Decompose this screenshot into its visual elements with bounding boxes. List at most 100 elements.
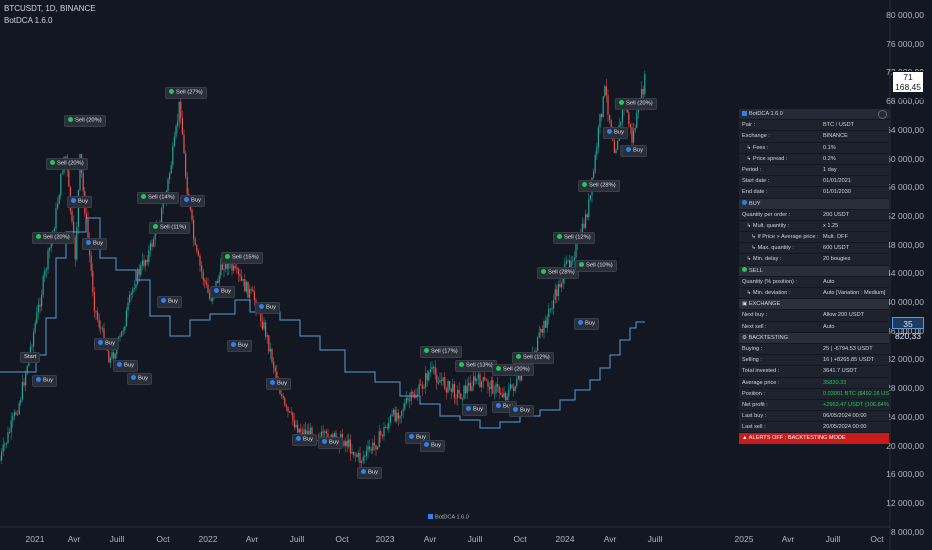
candle-body: [466, 385, 468, 394]
candle-body: [0, 459, 1, 461]
sell-marker: Sell (28%): [537, 267, 579, 279]
candle-body: [181, 118, 183, 135]
candle-body: [297, 424, 299, 433]
warning-icon: ▲: [742, 435, 749, 442]
time-axis-label: Juill: [467, 534, 483, 544]
candle-body: [39, 304, 41, 307]
blue-dot-icon: [161, 298, 166, 303]
candle-body: [92, 270, 94, 293]
green-dot-icon: [496, 366, 501, 371]
candle-body: [13, 412, 15, 417]
candle-body: [375, 445, 377, 450]
buy-marker: Buy: [266, 378, 291, 390]
indicator-title[interactable]: BotDCA 1.6.0: [4, 16, 53, 25]
candle-body: [506, 396, 508, 401]
marker-label: Sell (20%): [43, 234, 70, 241]
close-icon[interactable]: [878, 110, 887, 119]
alert-text: ▲ ALERTS OFF : BACKTESTING MODE: [742, 435, 846, 442]
candle-body: [82, 173, 84, 192]
buy-marker: Buy: [292, 434, 317, 446]
candle-body: [116, 345, 118, 355]
candle-body: [170, 165, 172, 174]
blue-dot-icon: [259, 304, 264, 309]
panel-row-key: Last buy :: [742, 413, 767, 420]
blue-icon: [742, 200, 747, 205]
candle-body: [249, 288, 251, 298]
candle-body: [602, 96, 604, 117]
panel-row: ↳ Fees : 0.1%: [739, 142, 889, 154]
candle-body: [301, 432, 303, 435]
candle-body: [373, 442, 375, 446]
candle-body: [449, 380, 451, 389]
candle-body: [239, 274, 241, 277]
panel-row: Position : 0.03001 BTC ($492.16 USDT): [739, 388, 889, 400]
candle-body: [133, 287, 135, 289]
buy-marker: Buy: [509, 405, 534, 417]
marker-label: Sell (28%): [548, 269, 575, 276]
candle-body: [575, 243, 577, 258]
candle-body: [609, 114, 611, 121]
candle-body: [489, 386, 491, 390]
candle-body: [543, 320, 545, 333]
candle-body: [378, 431, 380, 448]
panel-row: Selling : 16 | +8265.85 USDT: [739, 355, 889, 367]
panel-row-key: Quantity (% position) :: [742, 278, 798, 285]
panel-section-header: ⚙ BACKTESTING: [739, 332, 889, 344]
candle-body: [409, 399, 411, 401]
candle-body: [279, 386, 281, 395]
candle-body: [23, 382, 25, 386]
green-dot-icon: [516, 354, 521, 359]
sell-marker: Sell (11%): [149, 222, 191, 234]
green-dot-icon: [169, 89, 174, 94]
candle-body: [322, 431, 324, 433]
green-dot-icon: [68, 117, 73, 122]
panel-title-row: BotDCA 1.6.0: [739, 109, 889, 121]
candle-body: [452, 383, 454, 392]
candle-body: [548, 308, 550, 318]
candle-body: [271, 349, 273, 362]
time-axis-label: 2021: [25, 534, 45, 544]
candle-body: [511, 384, 513, 388]
candle-body: [196, 244, 198, 252]
candle-body: [10, 420, 12, 433]
candle-body: [428, 371, 430, 381]
candle-body: [604, 86, 606, 97]
candle-body: [469, 382, 471, 391]
candle-body: [377, 447, 379, 450]
candle-body: [276, 371, 278, 381]
marker-label: Buy: [368, 469, 378, 476]
candle-body: [33, 331, 35, 347]
marker-label: Buy: [416, 434, 426, 441]
buy-marker: Buy: [127, 373, 152, 385]
marker-label: Buy: [138, 375, 148, 382]
time-axis-label: Avr: [781, 534, 795, 544]
candle-body: [95, 310, 97, 313]
candle-body: [596, 147, 598, 155]
candle-body: [455, 397, 457, 399]
panel-row-value: BINANCE: [823, 133, 848, 140]
marker-label: Buy: [520, 407, 530, 414]
candle-body: [17, 413, 19, 415]
candle-body: [135, 284, 137, 288]
panel-row: ↳ If Price > Average price : Mult. OFF: [739, 232, 889, 244]
marker-label: Buy: [43, 377, 53, 384]
candle-body: [431, 366, 433, 370]
candle-body: [268, 335, 270, 352]
price-axis-label: 60 000,00: [886, 153, 924, 164]
candle-body: [553, 300, 555, 309]
candle-body: [53, 228, 55, 232]
symbol-title[interactable]: BTCUSDT, 1D, BINANCE: [4, 4, 96, 13]
candle-body: [36, 312, 38, 324]
candle-body: [540, 329, 542, 333]
candle-body: [383, 427, 385, 437]
blue-dot-icon: [496, 403, 501, 408]
candle-body: [129, 295, 131, 303]
sell-marker: Sell (12%): [553, 232, 595, 244]
price-axis-label: 64 000,00: [886, 124, 924, 135]
candle-body: [29, 346, 31, 356]
candle-body: [429, 369, 431, 372]
candle-body: [508, 389, 510, 397]
candle-body: [124, 326, 126, 331]
candle-body: [359, 452, 361, 463]
blue-dot-icon: [131, 375, 136, 380]
